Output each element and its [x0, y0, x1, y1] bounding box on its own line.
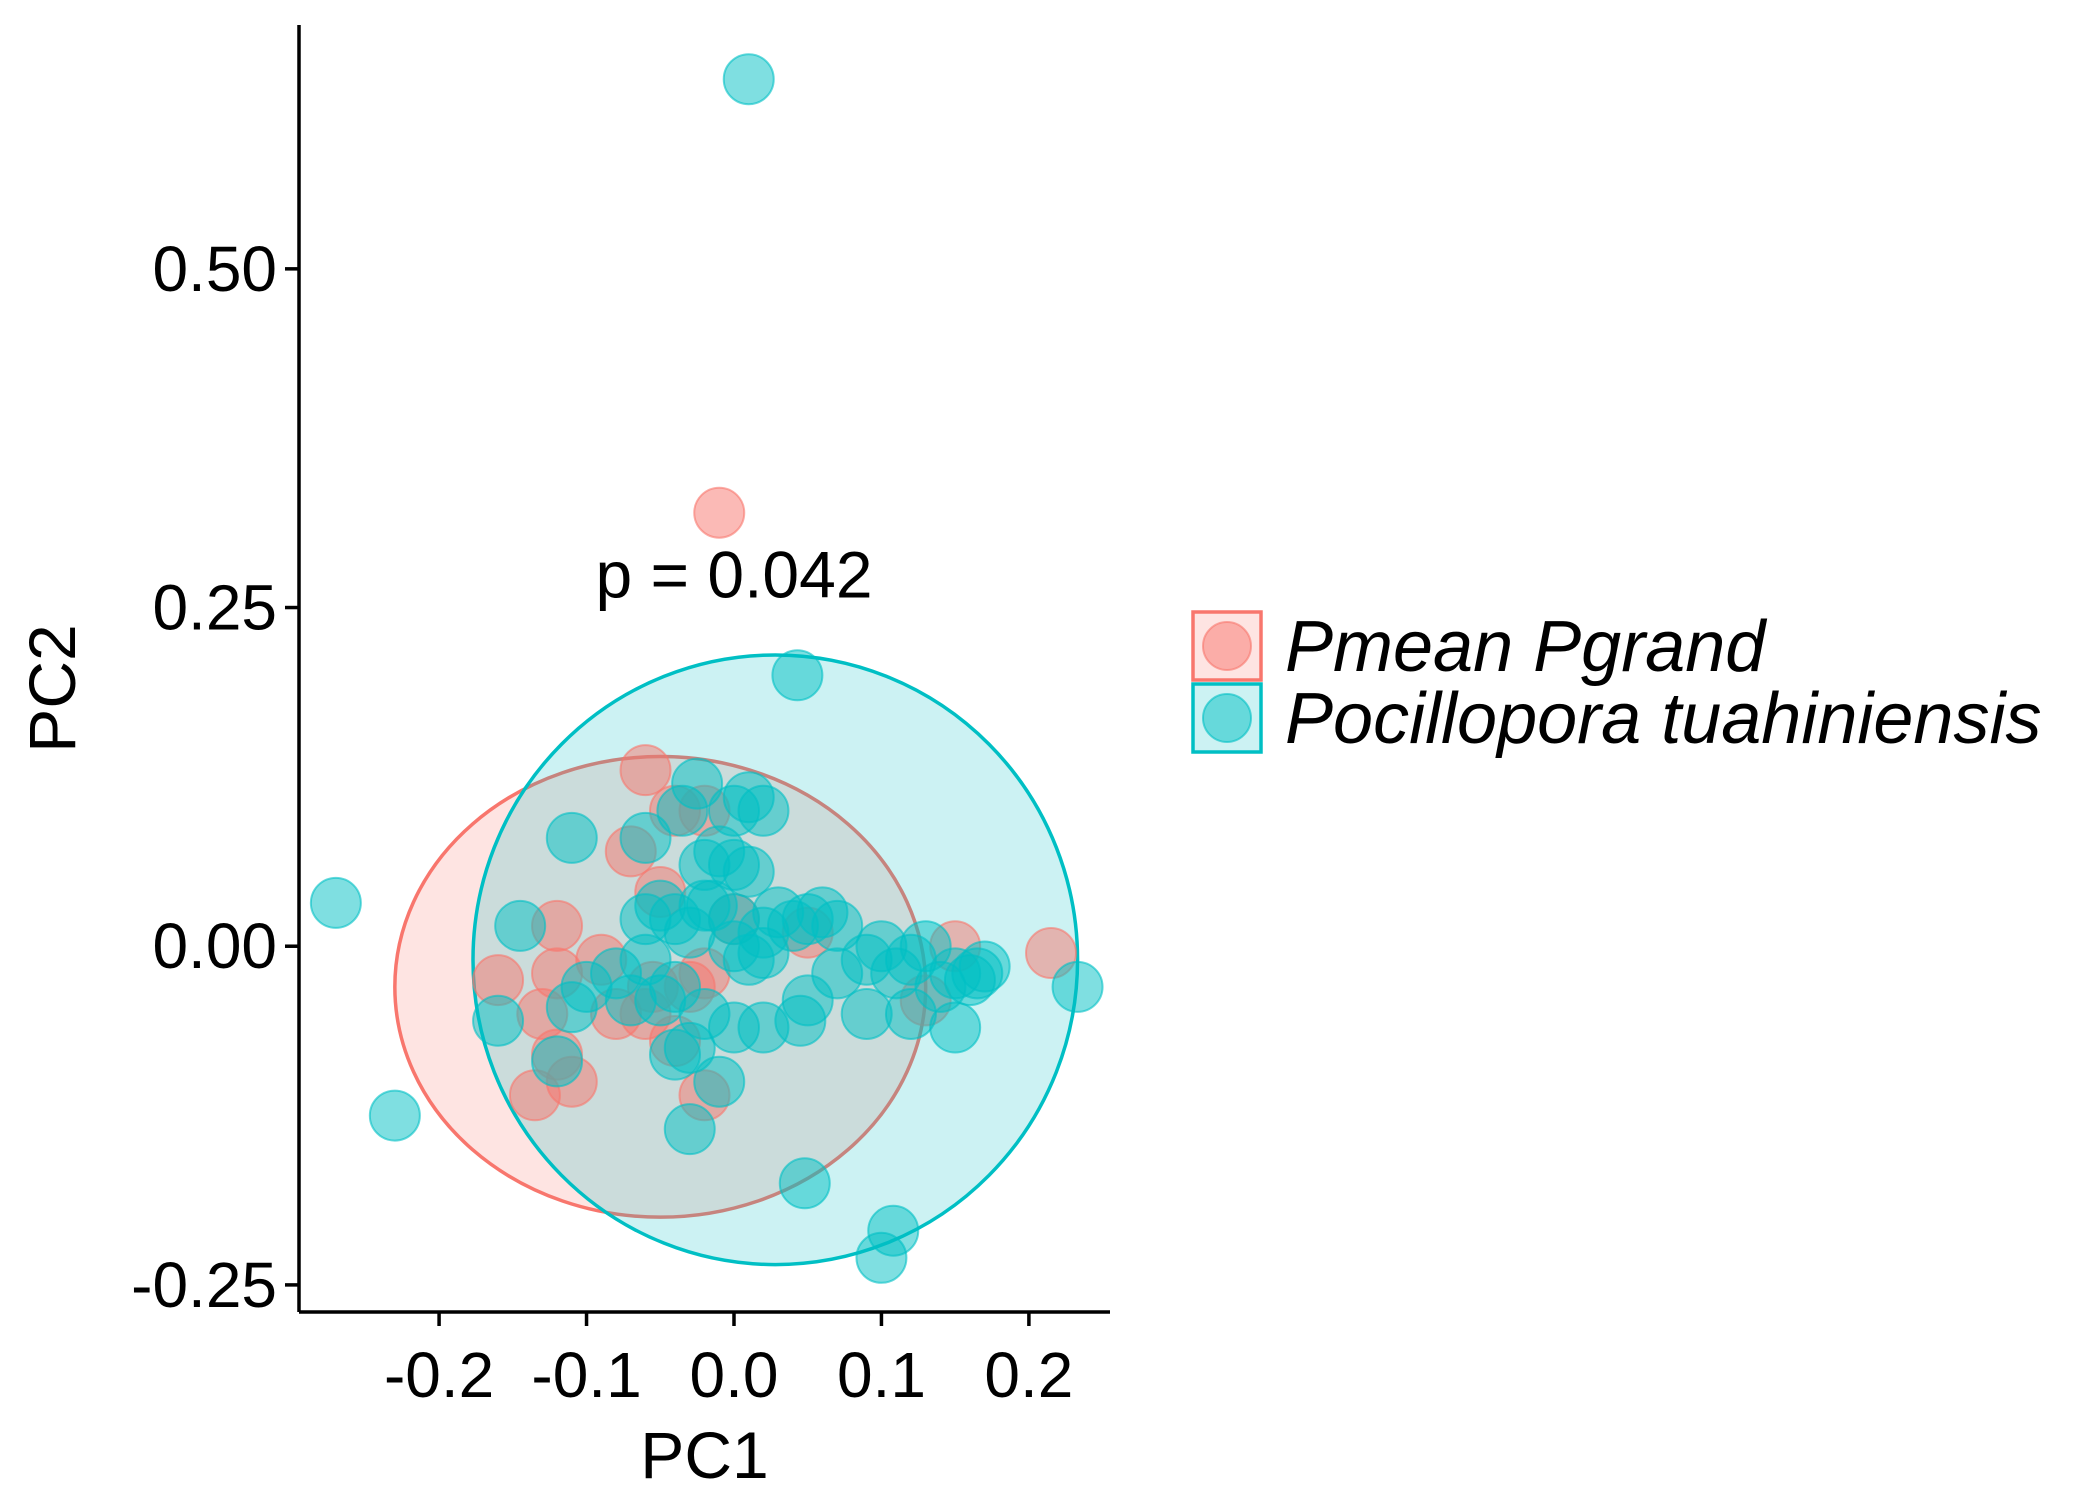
x-axis-title: PC1	[640, 1418, 768, 1492]
x-tick-label-4: 0.2	[984, 1339, 1073, 1411]
x-tick-label-2: 0.0	[690, 1339, 779, 1411]
point-series-1-55	[960, 942, 1010, 992]
x-tick-label-0: -0.2	[384, 1339, 494, 1411]
point-series-1-11	[738, 786, 788, 836]
legend-key-point-0	[1203, 622, 1251, 670]
y-tick-label-3: 0.50	[152, 233, 277, 305]
point-series-0-0	[694, 488, 744, 538]
point-series-1-0	[724, 54, 774, 104]
x-tick-label-3: 0.1	[837, 1339, 926, 1411]
point-series-1-67	[687, 881, 737, 931]
point-series-1-2	[311, 878, 361, 928]
point-series-1-61	[532, 1036, 582, 1086]
point-series-1-66	[724, 935, 774, 985]
point-series-1-59	[473, 996, 523, 1046]
y-tick-label-0: -0.25	[131, 1249, 277, 1321]
legend-label-1: Pocillopora tuahiniensis	[1285, 679, 2041, 759]
point-series-1-13	[621, 813, 671, 863]
y-axis-title: PC2	[15, 624, 89, 752]
x-tick-label-1: -0.1	[531, 1339, 641, 1411]
point-series-1-4	[780, 1158, 830, 1208]
point-series-1-57	[886, 989, 936, 1039]
p-value-annotation: p = 0.042	[595, 538, 872, 612]
legend-key-point-1	[1203, 694, 1251, 742]
point-series-1-6	[856, 1233, 906, 1283]
point-series-1-60	[547, 982, 597, 1032]
point-series-1-64	[694, 1057, 744, 1107]
y-tick-label-2: 0.25	[152, 572, 277, 644]
point-series-0-1	[621, 745, 671, 795]
point-series-1-58	[842, 989, 892, 1039]
y-tick-label-1: 0.00	[152, 910, 277, 982]
point-series-1-14	[547, 813, 597, 863]
point-series-1-1	[772, 650, 822, 700]
point-series-1-56	[930, 1003, 980, 1053]
point-series-1-7	[1053, 962, 1103, 1012]
point-series-1-65	[665, 1104, 715, 1154]
legend-label-0: Pmean Pgrand	[1285, 607, 1767, 687]
point-series-1-3	[370, 1091, 420, 1141]
point-series-1-33	[495, 901, 545, 951]
